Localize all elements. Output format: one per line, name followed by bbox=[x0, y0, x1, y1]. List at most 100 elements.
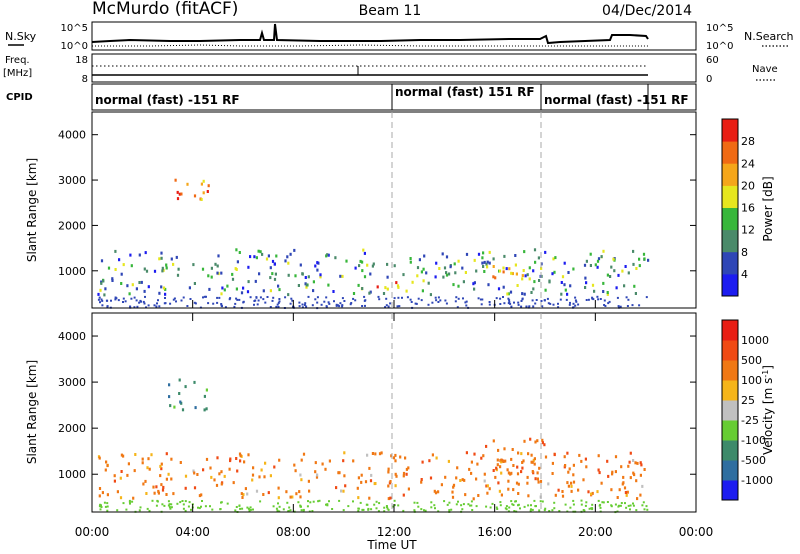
data-cell bbox=[101, 299, 104, 302]
data-cell bbox=[526, 481, 529, 485]
data-cell bbox=[366, 453, 369, 457]
data-cell bbox=[220, 482, 223, 486]
data-cell bbox=[106, 509, 109, 512]
y-tick-label: 4000 bbox=[58, 330, 86, 343]
data-cell bbox=[459, 479, 462, 482]
data-cell bbox=[557, 302, 559, 305]
data-cell bbox=[300, 458, 303, 462]
data-cell bbox=[483, 270, 486, 273]
data-cell bbox=[560, 292, 563, 296]
data-cell bbox=[500, 493, 503, 497]
freq-label: Freq. bbox=[5, 55, 30, 66]
data-cell bbox=[360, 480, 363, 484]
data-cell bbox=[216, 264, 219, 268]
nave-tick-high: 60 bbox=[706, 55, 719, 66]
data-cell bbox=[220, 292, 223, 296]
data-cell bbox=[507, 292, 510, 296]
data-cell bbox=[304, 276, 307, 279]
data-cell bbox=[614, 470, 617, 474]
data-cell bbox=[122, 454, 125, 458]
data-cell bbox=[524, 274, 527, 278]
data-cell bbox=[221, 305, 223, 308]
data-cell bbox=[266, 296, 269, 298]
data-cell bbox=[444, 475, 447, 479]
data-cell bbox=[156, 499, 159, 502]
data-cell bbox=[532, 269, 535, 273]
data-cell bbox=[181, 500, 184, 502]
data-cell bbox=[386, 506, 388, 508]
data-cell bbox=[521, 298, 524, 301]
data-cell bbox=[596, 295, 599, 298]
data-cell bbox=[156, 302, 158, 305]
data-cell bbox=[430, 501, 433, 504]
data-cell bbox=[500, 460, 503, 464]
data-cell bbox=[107, 266, 111, 270]
velocity-colorbar: 1000 500 100 25 -25 -100 -500 -1000 bbox=[721, 319, 773, 501]
data-cell bbox=[437, 296, 440, 299]
data-cell bbox=[457, 259, 460, 263]
data-cell bbox=[560, 281, 563, 284]
data-cell bbox=[433, 489, 436, 493]
data-cell bbox=[523, 505, 526, 508]
data-cell bbox=[608, 300, 611, 303]
data-cell bbox=[613, 269, 616, 273]
data-cell bbox=[393, 499, 396, 502]
data-cell bbox=[305, 285, 308, 289]
data-cell bbox=[627, 271, 630, 275]
cpid-segment-1: normal (fast) -151 RF bbox=[95, 93, 240, 107]
data-cell bbox=[634, 461, 637, 465]
data-cell bbox=[515, 272, 518, 276]
freq-unit: [MHz] bbox=[3, 68, 32, 79]
data-cell bbox=[532, 287, 535, 291]
data-cell bbox=[212, 302, 215, 305]
data-cell bbox=[337, 304, 339, 307]
data-cell bbox=[511, 272, 514, 276]
data-cell bbox=[209, 505, 211, 508]
data-cell bbox=[148, 467, 151, 471]
data-cell bbox=[451, 495, 455, 499]
data-cell bbox=[621, 482, 624, 486]
data-cell bbox=[585, 299, 588, 301]
data-cell bbox=[205, 457, 209, 461]
data-cell bbox=[535, 299, 538, 301]
data-cell bbox=[175, 300, 177, 303]
data-cell bbox=[591, 507, 594, 510]
data-cell bbox=[293, 248, 296, 252]
data-cell bbox=[360, 473, 363, 477]
data-cell bbox=[407, 466, 410, 470]
data-cell bbox=[104, 468, 107, 472]
data-cell bbox=[143, 302, 146, 305]
data-cell bbox=[233, 305, 236, 308]
data-cell bbox=[635, 509, 638, 512]
data-cell bbox=[420, 480, 423, 484]
data-cell bbox=[589, 264, 592, 267]
data-cell bbox=[143, 267, 146, 271]
data-cell bbox=[285, 490, 288, 494]
data-cell bbox=[119, 476, 122, 480]
data-cell bbox=[129, 502, 131, 505]
colorbar-cell bbox=[722, 163, 738, 186]
data-cell bbox=[138, 253, 141, 257]
data-cell bbox=[622, 475, 625, 479]
data-cell bbox=[207, 302, 210, 305]
data-cell bbox=[457, 297, 460, 300]
data-cell bbox=[208, 287, 211, 291]
data-cell bbox=[197, 506, 199, 509]
data-cell bbox=[253, 303, 255, 306]
data-cell bbox=[629, 451, 632, 455]
data-cell bbox=[514, 263, 517, 267]
freq-panel: Freq. [MHz] 18 8 60 0 Nave bbox=[3, 53, 778, 85]
data-cell bbox=[267, 254, 270, 258]
data-cell bbox=[511, 448, 514, 451]
data-cell bbox=[364, 480, 368, 484]
data-cell bbox=[325, 306, 328, 309]
data-cell bbox=[488, 487, 491, 491]
data-cell bbox=[405, 467, 408, 471]
data-cell bbox=[122, 301, 124, 303]
data-cell bbox=[420, 478, 423, 481]
data-cell bbox=[383, 506, 386, 509]
data-cell bbox=[295, 492, 298, 496]
data-cell bbox=[488, 250, 491, 254]
data-cell bbox=[314, 298, 317, 301]
data-cell bbox=[133, 306, 136, 309]
